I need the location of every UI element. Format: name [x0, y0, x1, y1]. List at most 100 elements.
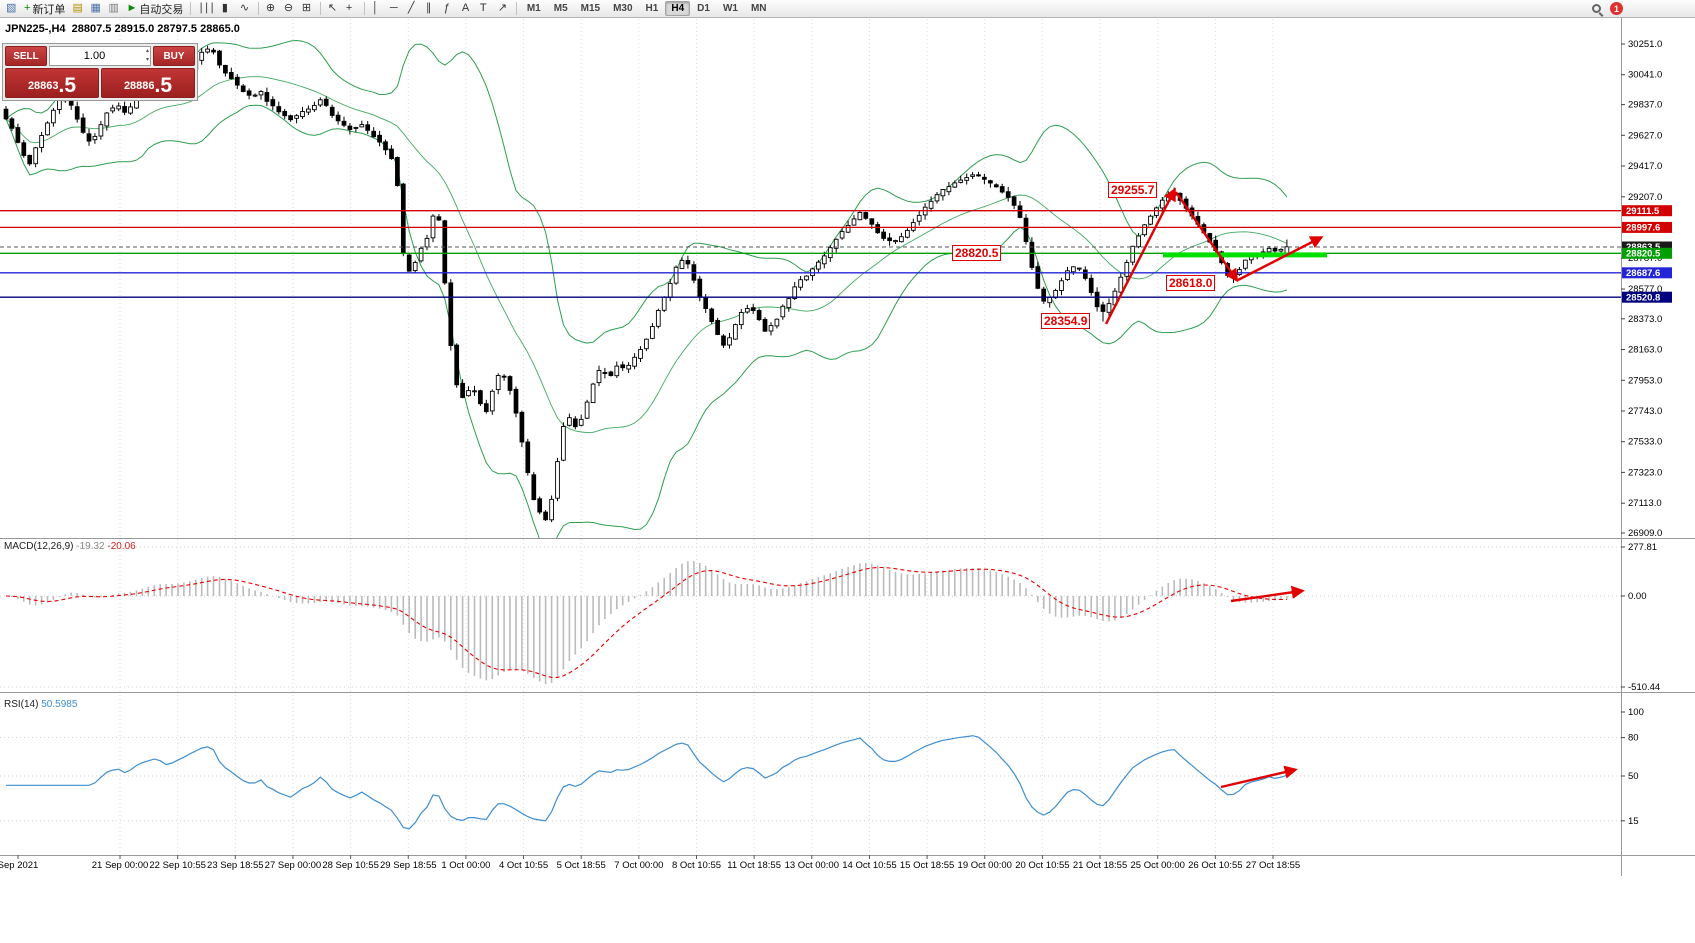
sell-price-button[interactable]: 28863.5	[5, 68, 99, 98]
volume-field[interactable]: 1.00 ▴ ▾	[49, 46, 151, 66]
channel-tool-button[interactable]: ∥	[423, 1, 440, 17]
cursor-tool-icon: ↖	[327, 2, 338, 14]
svg-text:21 Sep 00:00: 21 Sep 00:00	[92, 860, 149, 871]
price-annotation-label[interactable]: 29255.7	[1108, 182, 1158, 198]
svg-text:26909.0: 26909.0	[1628, 528, 1662, 539]
timeframe-d1-button[interactable]: D1	[691, 1, 716, 16]
trendline-tool-button[interactable]: ╱	[405, 1, 422, 17]
new-chart-button[interactable]: ▧	[3, 1, 20, 17]
price-annotation-label[interactable]: 28820.5	[952, 245, 1002, 261]
chart-profiles-button[interactable]: ▤	[69, 1, 86, 17]
macd-indicator-label: MACD(12,26,9) -19.32 -20.06	[4, 541, 136, 552]
text-tool-button[interactable]: A	[459, 1, 476, 17]
svg-text:27 Sep 00:00: 27 Sep 00:00	[265, 860, 322, 871]
rsi-value: 50.5985	[41, 699, 78, 710]
rsi-indicator-label: RSI(14) 50.5985	[4, 699, 77, 710]
toolbar-separator	[319, 2, 321, 15]
volume-up-icon[interactable]: ▴	[145, 48, 149, 54]
zoom-in-button[interactable]: ⊕	[263, 1, 280, 17]
svg-text:28163.0: 28163.0	[1628, 345, 1662, 356]
bars-mode-icon: ∣∣∣	[198, 2, 215, 14]
zoom-out-button[interactable]: ⊖	[281, 1, 298, 17]
label-tool-button[interactable]: T	[477, 1, 494, 17]
sell-price-pips: .5	[58, 74, 77, 97]
timeframe-m15-button[interactable]: M15	[575, 1, 606, 16]
timeframe-h1-button[interactable]: H1	[640, 1, 665, 16]
data-window-icon: ▥	[108, 2, 119, 14]
svg-text:28820.5: 28820.5	[1626, 249, 1661, 260]
svg-text:5 Oct 18:55: 5 Oct 18:55	[557, 860, 606, 871]
svg-text:277.81: 277.81	[1628, 542, 1657, 553]
svg-text:26 Oct 10:55: 26 Oct 10:55	[1188, 860, 1242, 871]
new-order-button[interactable]: + 新订单	[21, 1, 68, 17]
rsi-panel	[0, 735, 1621, 830]
timeframe-w1-button[interactable]: W1	[717, 1, 744, 16]
arrows-tool-icon: ↗	[497, 2, 508, 14]
channel-tool-icon: ∥	[425, 2, 432, 14]
buy-price-main: 28886	[123, 80, 155, 92]
auto-trading-button[interactable]: ► 自动交易	[123, 1, 186, 17]
macd-value-signal: -20.06	[107, 541, 136, 552]
timeframe-h4-button[interactable]: H4	[665, 1, 691, 16]
line-mode-button[interactable]: ∿	[237, 1, 254, 17]
auto-trading-icon: ►	[126, 2, 138, 14]
timeframe-m1-button[interactable]: M1	[521, 1, 547, 16]
bars-mode-button[interactable]: ∣∣∣	[195, 1, 218, 17]
svg-text:1 Oct 00:00: 1 Oct 00:00	[441, 860, 490, 871]
timeframe-m5-button[interactable]: M5	[548, 1, 574, 16]
candles-mode-button[interactable]: ▮	[219, 1, 236, 17]
svg-text:27113.0: 27113.0	[1628, 498, 1662, 509]
svg-text:14 Oct 10:55: 14 Oct 10:55	[842, 860, 896, 871]
svg-text:27953.0: 27953.0	[1628, 375, 1662, 386]
vertical-line-tool-button[interactable]: │	[369, 1, 386, 17]
svg-text:21 Oct 18:55: 21 Oct 18:55	[1073, 860, 1127, 871]
svg-text:30041.0: 30041.0	[1628, 70, 1662, 81]
svg-text:29417.0: 29417.0	[1628, 161, 1662, 172]
svg-text:27323.0: 27323.0	[1628, 467, 1662, 478]
vertical-line-tool-icon: │	[371, 2, 379, 14]
toolbar-separator	[515, 2, 517, 15]
data-window-button[interactable]: ▥	[105, 1, 122, 17]
rsi-line	[6, 735, 1288, 830]
bollinger-upper	[5, 39, 1288, 344]
volume-spinner[interactable]: ▴ ▾	[146, 47, 149, 65]
crosshair-tool-button[interactable]: +	[343, 1, 360, 17]
svg-text:20 Oct 10:55: 20 Oct 10:55	[1015, 860, 1069, 871]
timeframe-m30-button[interactable]: M30	[607, 1, 638, 16]
search-icon[interactable]	[1592, 4, 1601, 13]
price-annotation-label[interactable]: 28618.0	[1166, 275, 1216, 291]
svg-text:29207.0: 29207.0	[1628, 192, 1662, 203]
tile-windows-button[interactable]: ⊞	[299, 1, 316, 17]
text-tool-icon: A	[461, 2, 470, 14]
svg-text:28577.0: 28577.0	[1628, 284, 1662, 295]
market-watch-button[interactable]: ▦	[87, 1, 104, 17]
sell-button[interactable]: SELL	[5, 46, 47, 66]
grid-lines	[119, 19, 1274, 855]
svg-text:22 Sep 10:55: 22 Sep 10:55	[149, 860, 206, 871]
rsi-axis: 100 80 50 15	[1621, 707, 1644, 827]
horizontal-line-tool-button[interactable]: ─	[387, 1, 404, 17]
buy-price-button[interactable]: 28886.5	[101, 68, 195, 98]
price-annotation-label[interactable]: 28354.9	[1041, 313, 1091, 329]
notification-badge[interactable]: 1	[1610, 2, 1623, 15]
zoom-out-icon: ⊖	[283, 2, 294, 14]
toolbar: ▧ + 新订单 ▤ ▦ ▥ ► 自动交易 ∣∣∣ ▮ ∿ ⊕ ⊖ ⊞ ↖ + │ ─ ╱ ∥ ƒ A T ↗ M1 M5 M15 M3…	[0, 0, 1695, 18]
svg-text:25 Oct 00:00: 25 Oct 00:00	[1130, 860, 1184, 871]
fibonacci-tool-button[interactable]: ƒ	[441, 1, 458, 17]
volume-value[interactable]: 1.00	[83, 50, 106, 62]
trend-arrow	[1104, 187, 1176, 325]
buy-price-pips: .5	[154, 74, 173, 97]
svg-text:Sep 2021: Sep 2021	[0, 860, 38, 871]
trendline-tool-icon: ╱	[407, 2, 415, 14]
cursor-tool-button[interactable]: ↖	[325, 1, 342, 17]
arrows-tool-button[interactable]: ↗	[495, 1, 512, 17]
svg-text:15 Oct 18:55: 15 Oct 18:55	[900, 860, 954, 871]
svg-text:29837.0: 29837.0	[1628, 100, 1662, 111]
buy-button[interactable]: BUY	[153, 46, 195, 66]
volume-down-icon[interactable]: ▾	[145, 57, 149, 63]
svg-text:29111.5: 29111.5	[1626, 206, 1660, 217]
timeframe-mn-button[interactable]: MN	[745, 1, 773, 16]
annotations	[1104, 187, 1327, 789]
fibonacci-tool-icon: ƒ	[443, 2, 450, 14]
